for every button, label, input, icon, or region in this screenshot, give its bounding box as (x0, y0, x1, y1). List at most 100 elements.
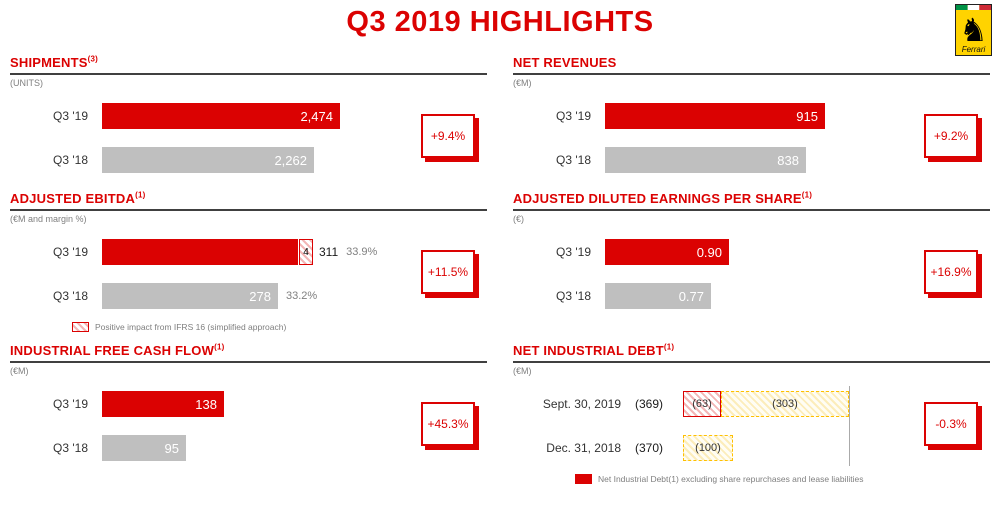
bar-rows: Q3 '19 138 Q3 '18 95 (10, 382, 409, 470)
ifrs16-legend: Positive impact from IFRS 16 (simplified… (72, 320, 487, 334)
footnote-marker: (1) (801, 190, 813, 200)
unit-label: (€M) (513, 366, 532, 376)
panel-title: ADJUSTED EBITDA(1) (10, 191, 145, 206)
debt-total-value: (369) (635, 397, 664, 411)
bar-rows: Q3 '19 2,474 Q3 '18 2,262 (10, 94, 409, 182)
bar-rows: Q3 '19 0.90 Q3 '18 0.77 (513, 230, 912, 318)
panel-title: NET REVENUES (513, 55, 617, 70)
value-bar-current (102, 239, 298, 265)
footnote-marker: (1) (663, 342, 675, 352)
panel-shipments: SHIPMENTS(3) (UNITS) Q3 '19 2,474 Q3 '18… (10, 54, 487, 182)
bar-row: Q3 '18 838 (513, 138, 912, 182)
panel-title-text: NET INDUSTRIAL DEBT (513, 343, 664, 358)
change-badge: -0.3% (924, 402, 978, 446)
bar-row: Q3 '18 0.77 (513, 274, 912, 318)
segment-value: (100) (695, 442, 721, 454)
axis-line (849, 386, 850, 466)
change-badge: +45.3% (421, 402, 475, 446)
panel-title: INDUSTRIAL FREE CASH FLOW(1) (10, 343, 224, 358)
ferrari-logo: ♞ Ferrari (955, 4, 992, 61)
logo-text: Ferrari (962, 45, 986, 54)
badge-column: -0.3% (912, 378, 990, 470)
debt-legend-swatch-icon (575, 474, 592, 484)
row-label: Dec. 31, 2018 (546, 441, 621, 455)
unit-label: (€M and margin %) (10, 214, 87, 224)
bar-chart: Q3 '19 4 311 33.9% Q3 '18 278 33.2% (10, 226, 487, 318)
change-badge: +9.2% (924, 114, 978, 158)
row-label: Q3 '19 (53, 109, 88, 123)
debt-total-value: (370) (635, 441, 664, 455)
bar-row: Q3 '19 138 (10, 382, 409, 426)
panel-title-text: ADJUSTED EBITDA (10, 191, 136, 206)
panel-net-industrial-debt: NET INDUSTRIAL DEBT(1) (€M) Sept. 30, 20… (513, 342, 990, 486)
panel-net-revenues: NET REVENUES (€M) Q3 '19 915 Q3 '18 838 (513, 54, 990, 182)
panel-title-text: ADJUSTED DILUTED EARNINGS PER SHARE (513, 191, 802, 206)
panel-title: ADJUSTED DILUTED EARNINGS PER SHARE(1) (513, 191, 812, 206)
row-label: Q3 '18 (556, 153, 591, 167)
row-label: Sept. 30, 2019 (542, 397, 621, 411)
bar-rows: Q3 '19 4 311 33.9% Q3 '18 278 33.2% (10, 230, 409, 318)
panel-industrial-fcf: INDUSTRIAL FREE CASH FLOW(1) (€M) Q3 '19… (10, 342, 487, 486)
panel-header: NET REVENUES (513, 54, 990, 75)
bar-chart: Q3 '19 915 Q3 '18 838 +9.2% (513, 90, 990, 182)
bar-value: 95 (164, 440, 179, 456)
bar-row: Q3 '18 278 33.2% (10, 274, 409, 318)
unit-label: (€M) (513, 78, 532, 88)
bar-value: 2,474 (300, 108, 333, 124)
unit-label: (€) (513, 214, 524, 224)
panel-title-text: NET REVENUES (513, 55, 617, 70)
change-badge: +11.5% (421, 250, 475, 294)
margin-value: 33.9% (346, 246, 378, 258)
value-bar-prior: 278 (102, 283, 278, 309)
value-bar-prior: 95 (102, 435, 186, 461)
value-bar-current: 2,474 (102, 103, 340, 129)
bar-value: 0.77 (678, 288, 704, 304)
badge-column: +16.9% (912, 226, 990, 318)
value-bar-prior: 2,262 (102, 147, 314, 173)
debt-legend: Net Industrial Debt(1) excluding share r… (575, 472, 990, 486)
margin-value: 33.2% (286, 290, 318, 302)
unit-label: (UNITS) (10, 78, 43, 88)
value-bar-current: 915 (605, 103, 825, 129)
bar-row: Sept. 30, 2019 (369) (63) (303) (513, 382, 912, 426)
segment-value: (63) (692, 398, 712, 410)
unit-label: (€M) (10, 366, 29, 376)
panel-adjusted-eps: ADJUSTED DILUTED EARNINGS PER SHARE(1) (… (513, 190, 990, 334)
panel-header: ADJUSTED DILUTED EARNINGS PER SHARE(1) (513, 190, 990, 211)
prancing-horse-icon: ♞ (959, 12, 988, 48)
row-label: Q3 '19 (53, 245, 88, 259)
bar-chart: Q3 '19 138 Q3 '18 95 +45.3% (10, 378, 487, 470)
bar-row: Q3 '18 95 (10, 426, 409, 470)
footnote-marker: (3) (87, 54, 99, 64)
bar-chart: Sept. 30, 2019 (369) (63) (303) Dec. 31,… (513, 378, 990, 470)
debt-segment-repurchases: (303) (721, 391, 849, 417)
segment-value: (303) (772, 398, 798, 410)
bar-value: 278 (249, 288, 271, 304)
page-header: Q3 2019 HIGHLIGHTS ♞ Ferrari (0, 0, 1000, 56)
row-label: Q3 '19 (556, 109, 591, 123)
panel-title: NET INDUSTRIAL DEBT(1) (513, 343, 674, 358)
panel-adjusted-ebitda: ADJUSTED EBITDA(1) (€M and margin %) Q3 … (10, 190, 487, 334)
row-label: Q3 '18 (53, 289, 88, 303)
row-label: Q3 '19 (53, 397, 88, 411)
ifrs16-legend-swatch-icon (72, 322, 89, 332)
footnote-marker: (1) (214, 342, 225, 352)
change-badge: +16.9% (924, 250, 978, 294)
panel-title: SHIPMENTS(3) (10, 55, 98, 70)
value-bar-current: 138 (102, 391, 224, 417)
value-bar-prior: 0.77 (605, 283, 711, 309)
bar-row: Dec. 31, 2018 (370) (100) (513, 426, 912, 470)
panel-title-text: INDUSTRIAL FREE CASH FLOW (10, 343, 215, 358)
value-bar-prior: 838 (605, 147, 806, 173)
panel-header: SHIPMENTS(3) (10, 54, 487, 75)
panel-title-text: SHIPMENTS (10, 55, 88, 70)
bar-total-value: 311 (319, 245, 339, 259)
ifrs16-segment: 4 (299, 239, 313, 265)
bar-chart: Q3 '19 2,474 Q3 '18 2,262 +9.4% (10, 90, 487, 182)
bar-chart: Q3 '19 0.90 Q3 '18 0.77 +16.9% (513, 226, 990, 318)
bar-row: Q3 '18 2,262 (10, 138, 409, 182)
legend-text: Positive impact from IFRS 16 (simplified… (95, 322, 287, 332)
panel-header: ADJUSTED EBITDA(1) (10, 190, 487, 211)
bar-value: 915 (796, 108, 818, 124)
debt-segment-repurchases: (100) (683, 435, 733, 461)
